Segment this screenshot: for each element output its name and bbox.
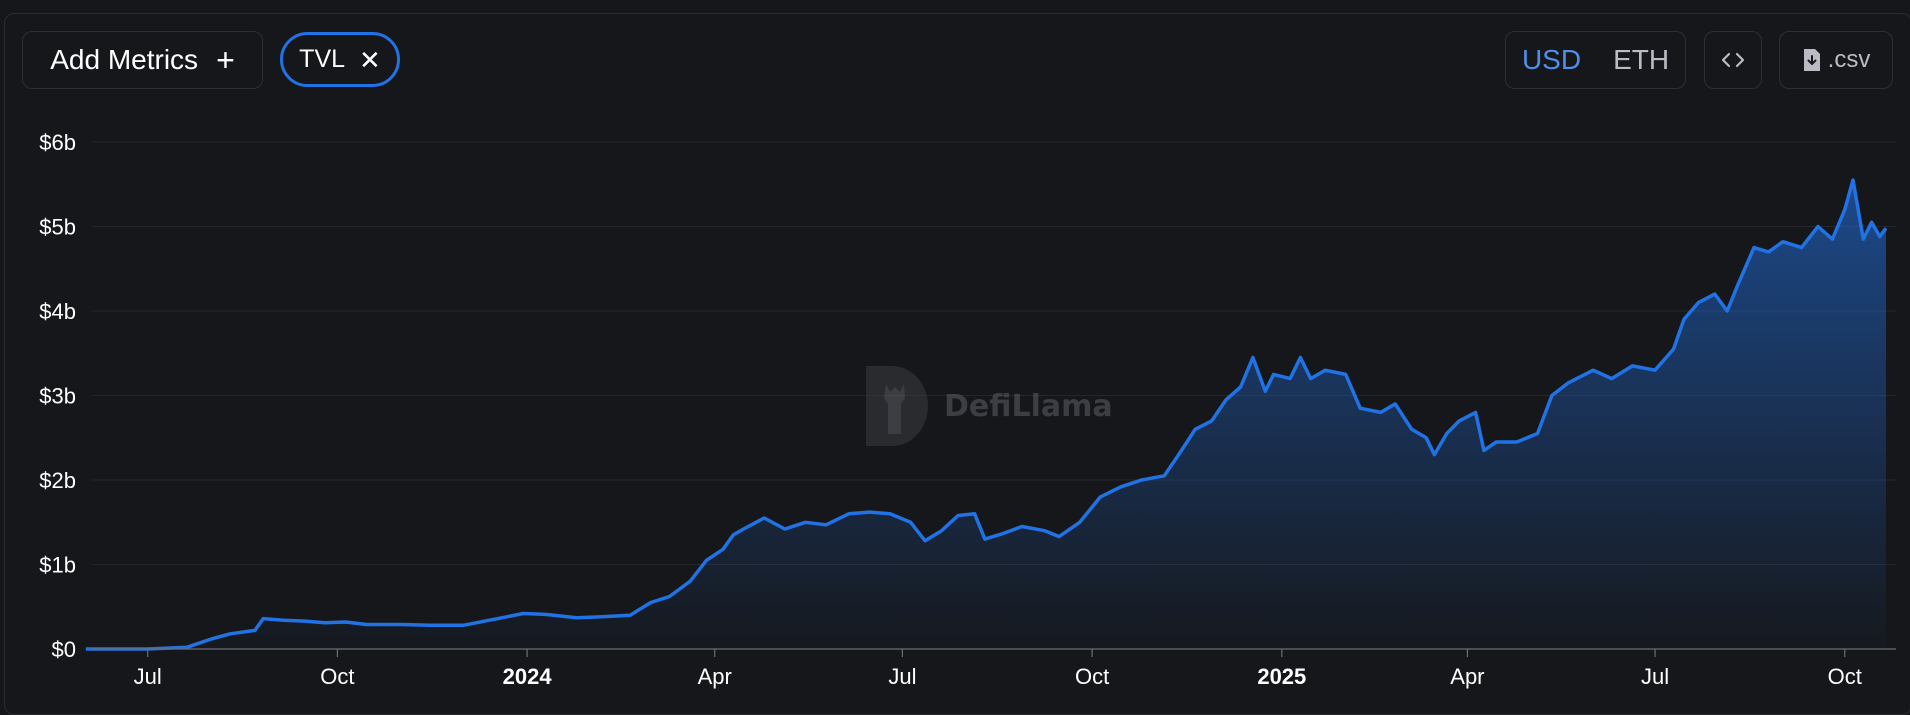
csv-label: .csv [1827,46,1871,73]
y-tick-label: $0 [52,637,76,662]
x-tick-label: Oct [1828,664,1862,689]
defillama-watermark: DefiLlama [862,366,1113,446]
watermark-text: DefiLlama [944,388,1113,424]
code-icon [1721,52,1745,68]
x-tick-label: Apr [1450,664,1484,689]
y-tick-label: $5b [39,215,76,240]
unit-eth-button[interactable]: ETH [1613,44,1670,75]
y-tick-label: $1b [39,553,76,578]
x-tick-label: Jul [888,664,916,689]
add-metrics-button[interactable]: Add Metrics + [22,31,263,89]
x-tick-label: Apr [698,664,732,689]
y-axis-ticks: $6b $5b $4b $3b $2b $1b $0 [39,130,76,662]
download-csv-button[interactable]: .csv [1779,31,1893,89]
y-tick-label: $3b [39,384,76,409]
llama-logo-icon [866,366,928,446]
add-metrics-label: Add Metrics [50,44,199,75]
tvl-area [85,180,1886,649]
tvl-metric-chip[interactable]: TVL ✕ [280,32,400,87]
x-tick-label: 2024 [503,664,553,689]
embed-button[interactable] [1704,31,1762,89]
unit-toggle: USD ETH [1505,31,1686,89]
x-tick-label: Oct [320,664,354,689]
x-tick-label: Jul [1641,664,1669,689]
tvl-chip-label: TVL [299,45,346,73]
close-icon[interactable]: ✕ [359,44,381,75]
plus-icon: + [216,42,235,78]
y-tick-label: $4b [39,299,76,324]
unit-usd-button[interactable]: USD [1521,44,1582,75]
file-download-icon [1803,49,1820,71]
y-tick-label: $6b [39,130,76,155]
x-tick-label: Oct [1075,664,1109,689]
tvl-line [85,178,1888,651]
x-tick-label: 2025 [1257,664,1306,689]
toolbar: Add Metrics + TVL ✕ USD ETH .csv [0,0,1910,120]
x-axis-ticks: Jul Oct 2024 Apr Jul Oct 2025 Apr Jul Oct [134,649,1862,689]
y-tick-label: $2b [39,468,76,493]
x-tick-label: Jul [134,664,162,689]
